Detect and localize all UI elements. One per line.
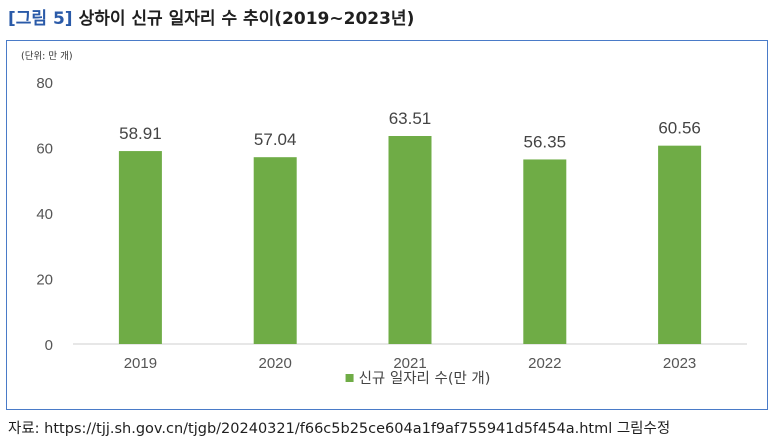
x-tick-label: 2019 [124, 355, 157, 372]
y-tick-label: 60 [36, 141, 53, 158]
x-tick-label: 2023 [663, 355, 696, 372]
x-tick-label: 2022 [528, 355, 561, 372]
figure-title: [그림 5] 상하이 신규 일자리 수 추이(2019~2023년) [8, 6, 414, 32]
bar [388, 136, 432, 344]
bar [658, 145, 702, 344]
y-tick-label: 80 [36, 75, 53, 92]
data-label: 57.04 [254, 130, 297, 149]
data-label: 58.91 [119, 124, 162, 143]
chart-frame: (단위: 만 개) 0 20 40 60 80 58.91 57.04 63.51 56.35… [6, 40, 768, 410]
data-label: 56.35 [524, 132, 567, 151]
y-tick-label: 40 [36, 206, 53, 223]
data-label: 63.51 [389, 109, 432, 128]
x-tick-label: 2020 [259, 355, 292, 372]
unit-label: (단위: 만 개) [21, 50, 73, 62]
source-note: 자료: https://tjj.sh.gov.cn/tjgb/20240321/… [8, 421, 671, 437]
legend-swatch [345, 374, 354, 382]
data-label: 60.56 [658, 119, 701, 138]
legend-label: 신규 일자리 수(만 개) [359, 370, 491, 387]
figure-title-text: 상하이 신규 일자리 수 추이(2019~2023년) [78, 9, 415, 29]
bar [118, 151, 162, 344]
x-tick-label: 2021 [393, 355, 426, 372]
bar [253, 157, 297, 344]
y-tick-label: 20 [36, 272, 53, 289]
bar-chart: (단위: 만 개) 0 20 40 60 80 58.91 57.04 63.51 56.35… [21, 50, 747, 387]
y-tick-label: 0 [45, 337, 53, 354]
bar [523, 159, 567, 344]
figure-tag: [그림 5] [8, 9, 73, 29]
legend: 신규 일자리 수(만 개) [345, 370, 491, 387]
